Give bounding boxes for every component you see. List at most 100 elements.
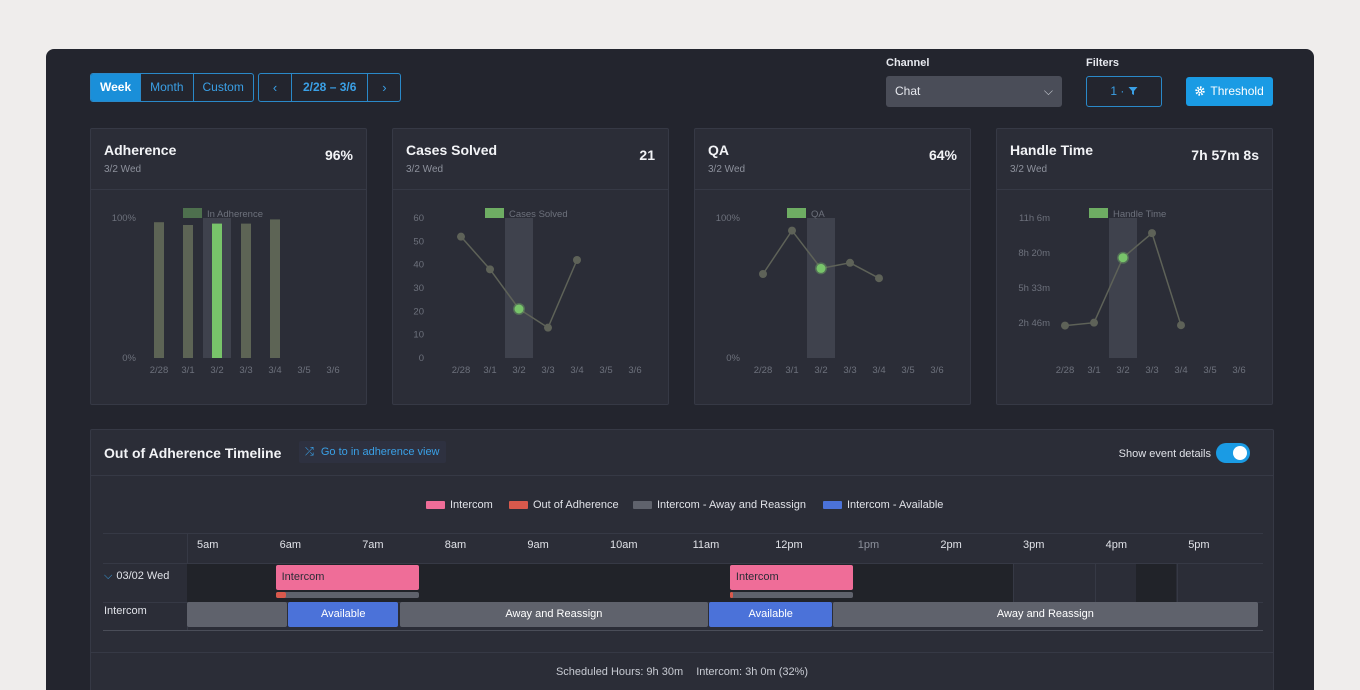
- app-window: Week Month Custom ‹ 2/28 – 3/6 › Channel…: [46, 49, 1314, 690]
- data-point-highlight: [1118, 253, 1128, 263]
- grid-hline: [103, 630, 1263, 631]
- data-point: [573, 256, 581, 264]
- chevron-down-icon: ⌵: [104, 570, 113, 582]
- footer-divider: [91, 652, 1273, 653]
- grid-vline: [1177, 564, 1178, 602]
- x-tick-label: 3/3: [239, 365, 252, 376]
- legend-swatch: [787, 208, 806, 218]
- card-divider: [91, 189, 366, 190]
- away-reassign-activity-bar[interactable]: Away and Reassign: [399, 602, 709, 627]
- adherence-card: Adherence 3/2 Wed 96% In Adherence 100% 0%…: [90, 128, 367, 405]
- x-tick-label: 3/6: [628, 365, 641, 376]
- x-tick-label: 3/5: [297, 365, 310, 376]
- highlight-band: [505, 218, 533, 358]
- cases-solved-chart: Cases Solved 60 50 40 30 20 10 0 2/28 3/1 3/2 3/3 3/…: [413, 208, 642, 376]
- show-event-details-label: Show event details: [1118, 448, 1211, 460]
- data-point: [1177, 321, 1185, 330]
- x-tick-label: 2/28: [1056, 365, 1075, 376]
- grid-vline: [1095, 564, 1096, 602]
- date-row-toggle[interactable]: ⌵ 03/02 Wed: [104, 570, 169, 583]
- legend-label: Intercom: [450, 499, 493, 511]
- card-title: Cases Solved: [406, 142, 498, 158]
- data-point: [1061, 321, 1069, 330]
- card-date: 3/2 Wed: [104, 164, 142, 175]
- filters-button[interactable]: 1 ·: [1086, 76, 1162, 107]
- tab-week[interactable]: Week: [91, 74, 142, 101]
- tab-custom[interactable]: Custom: [202, 80, 244, 94]
- bar: [270, 219, 280, 358]
- y-tick-label: 100%: [716, 213, 741, 224]
- hour-label: 10am: [610, 539, 638, 551]
- bar: [183, 225, 193, 358]
- x-tick-label: 3/3: [843, 365, 856, 376]
- out-of-adherence-marker: [729, 592, 733, 598]
- data-point: [457, 232, 465, 241]
- x-tick-label: 2/28: [150, 365, 169, 376]
- hour-label: 6am: [279, 539, 301, 551]
- out-of-adherence-marker: [275, 592, 286, 598]
- show-event-details-toggle[interactable]: [1216, 443, 1250, 463]
- x-tick-label: 3/5: [901, 365, 914, 376]
- hour-label: 3pm: [1023, 539, 1045, 551]
- x-tick-label: 2/28: [452, 365, 471, 376]
- shuffle-icon: ⤮: [305, 446, 314, 458]
- hour-label: 2pm: [940, 539, 962, 551]
- cases-solved-card: Cases Solved 3/2 Wed 21 Cases Solved 60 50…: [392, 128, 669, 405]
- y-tick-label: 100%: [112, 213, 137, 224]
- legend-away-reassign: Intercom - Away and Reassign: [633, 499, 806, 511]
- timeline-footer: Scheduled Hours: 9h 30m Intercom: 3h 0m …: [91, 666, 1273, 678]
- x-tick-label: 3/4: [268, 365, 281, 376]
- x-tick-label: 3/2: [512, 365, 525, 376]
- legend-label: Handle Time: [1113, 209, 1166, 220]
- x-tick-label: 3/5: [599, 365, 612, 376]
- adherence-chart: In Adherence 100% 0% 2/28 3/1 3/2 3/3 3/4 3/5 3/6: [112, 208, 340, 376]
- y-tick-label: 40: [413, 260, 424, 271]
- y-tick-label: 5h 33m: [1018, 283, 1050, 294]
- highlight-band: [1109, 218, 1137, 358]
- card-title: Handle Time: [1010, 142, 1093, 158]
- card-date: 3/2 Wed: [1010, 164, 1048, 175]
- qa-card: QA 3/2 Wed 64% QA 100% 0% 2/28 3/1 3/2 3/3 3/4 3…: [694, 128, 971, 405]
- channel-label: Channel: [886, 57, 930, 69]
- toggle-knob: [1233, 446, 1247, 460]
- threshold-button[interactable]: Threshold: [1186, 77, 1273, 106]
- y-tick-label: 60: [413, 213, 424, 224]
- tab-month[interactable]: Month: [141, 74, 194, 101]
- hour-label: 12pm: [775, 539, 803, 551]
- channel-select[interactable]: Chat ⌵: [886, 76, 1062, 107]
- hour-label: 5pm: [1188, 539, 1210, 551]
- hour-label: 4pm: [1105, 539, 1127, 551]
- prev-range-button[interactable]: ‹: [272, 80, 278, 95]
- data-point: [875, 274, 883, 283]
- hour-label: 9am: [527, 539, 549, 551]
- gear-icon: [1195, 86, 1205, 96]
- away-reassign-activity-bar[interactable]: [187, 602, 287, 627]
- x-tick-label: 3/2: [210, 365, 223, 376]
- goto-adherence-view-link[interactable]: ⤮ Go to in adherence view: [299, 441, 446, 463]
- legend-intercom: Intercom: [426, 499, 493, 511]
- card-value: 21: [639, 147, 655, 163]
- data-point: [486, 265, 494, 274]
- data-point: [788, 226, 796, 235]
- y-tick-label: 20: [413, 306, 424, 317]
- next-range-button[interactable]: ›: [382, 80, 387, 95]
- intercom-event-bar[interactable]: Intercom: [275, 565, 420, 590]
- event-status-strip: [729, 592, 854, 598]
- x-tick-label: 3/1: [1087, 365, 1100, 376]
- goto-label: Go to in adherence view: [320, 446, 440, 458]
- data-point-highlight: [514, 304, 524, 314]
- date-range-label[interactable]: 2/28 – 3/6: [291, 74, 369, 101]
- bar: [212, 223, 222, 358]
- chevron-down-icon: ⌵: [1043, 84, 1053, 98]
- available-activity-bar[interactable]: Available: [709, 602, 833, 627]
- available-activity-bar[interactable]: Available: [287, 602, 399, 627]
- date-row-label: 03/02 Wed: [116, 570, 170, 582]
- card-value: 7h 57m 8s: [1191, 147, 1259, 163]
- legend-label: Intercom - Available: [847, 499, 944, 511]
- activity-row-label: Intercom: [104, 605, 147, 617]
- away-reassign-activity-bar[interactable]: Away and Reassign: [833, 602, 1258, 627]
- filter-icon: [1128, 87, 1138, 95]
- intercom-event-bar[interactable]: Intercom: [729, 565, 854, 590]
- hour-label: 11am: [692, 539, 720, 551]
- date-navigator: ‹ 2/28 – 3/6 ›: [258, 73, 402, 102]
